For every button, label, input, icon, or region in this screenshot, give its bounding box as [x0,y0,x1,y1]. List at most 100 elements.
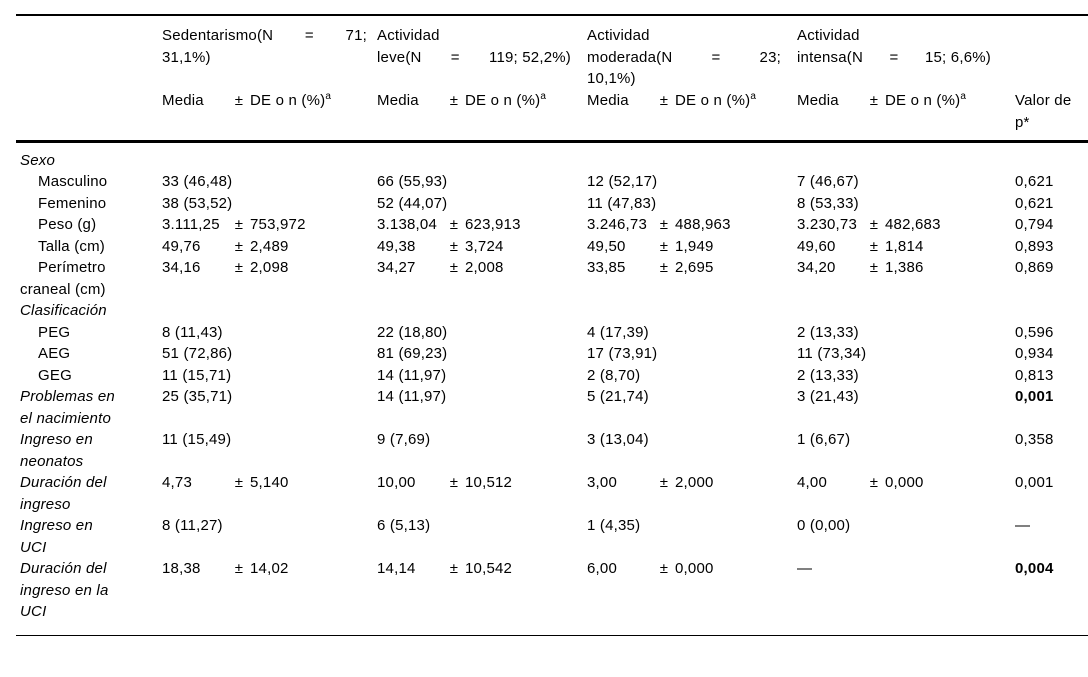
mean-value: 6,00 [587,560,617,577]
mean-value: 14,14 [377,560,416,577]
measure-sd-text: DE o n (%) [465,92,541,109]
header-line: 10,1%) [587,70,636,87]
row-label-text: Masculino [38,173,108,190]
value-cell: 38 (53,52) [162,194,233,212]
p-header-line: Valor de [1015,92,1072,109]
value-cell: 2 (13,33) [797,323,859,341]
plus-minus: ± [449,92,459,109]
sd-value: 0,000 [885,474,924,491]
value-cell: 4,73 ±5,140 [162,472,377,494]
p-value: 0,621 [1015,194,1054,212]
column-header-actividad-leve: Actividad leve(N = 119; 52,2%) [377,25,587,68]
header-line: leve(N = 119; 52,2%) [377,47,571,69]
column-header-actividad-moderada: Actividad moderada(N = 23; 10,1%) [587,25,797,90]
table-bottom-rule [16,634,1088,636]
measure-mean-label: Media [377,92,419,109]
value-cell: 49,50 ±1,949 [587,236,797,258]
row-label: Femenino [16,193,162,215]
table-row: Ingreso en neonatos 11 (15,49) 9 (7,69) 3 (… [16,429,1088,472]
value-cell: 4 (17,39) [587,323,649,341]
value-cell: 11 (15,71) [162,366,232,384]
section-row: Sexo [16,150,1088,172]
row-label-text: Duración del ingreso en la UCI [20,560,109,620]
sd-value: 0,000 [675,560,714,577]
p-value: 0,869 [1015,259,1054,276]
row-label: PEG [16,322,162,344]
mean-value: 34,20 [797,259,836,276]
value-cell: 2 (8,70) [587,366,641,384]
table-row: Problemas en el nacimiento 25 (35,71) 14 (… [16,386,1088,429]
plus-minus: ± [659,259,669,276]
table-row: Ingreso en UCI 8 (11,27) 6 (5,13) 1 (4,35) 0… [16,515,1088,558]
value-cell: 34,20 ±1,386 [797,257,1015,279]
table-row: Masculino 33 (46,48) 66 (55,93) 12 (52,17) 7… [16,171,1088,193]
sd-value: 753,972 [250,216,306,233]
header-token: = [889,48,899,66]
sd-value: 10,542 [465,560,513,577]
value-cell: 4,00 ±0,000 [797,472,1015,494]
footnote-marker: a [325,91,331,102]
row-label-text: Talla (cm) [38,237,106,255]
plus-minus: ± [659,216,669,233]
value-cell: 66 (55,93) [377,173,448,190]
table-top-rule [16,14,1088,16]
value-cell: 6,00 ±0,000 [587,558,797,580]
sd-value: 1,386 [885,259,924,276]
value-cell: 3.111,25 ±753,972 [162,214,377,236]
table-row: AEG 51 (72,86) 81 (69,23) 17 (73,91) 11 (73,… [16,343,1088,365]
row-label: Problemas en el nacimiento [16,386,162,429]
p-value: 0,358 [1015,431,1054,448]
value-cell: 6 (5,13) [377,517,431,534]
row-label: Talla (cm) [16,236,162,258]
row-label: Masculino [16,171,162,193]
table-row: PEG 8 (11,43) 22 (18,80) 4 (17,39) 2 (13,33)… [16,322,1088,344]
value-cell: 8 (11,27) [162,517,223,534]
sd-value: 2,489 [250,237,289,255]
measure-header-row: Media ± DE o n (%)a Media ± DE o n (%)a … [16,90,1088,134]
measure-sd-label: DE o n (%)a [250,90,331,112]
row-label: Ingreso en neonatos [16,429,162,472]
plus-minus: ± [869,474,879,491]
plus-minus: ± [659,92,669,109]
header-token: leve(N [377,48,422,66]
row-label-text: Peso (g) [38,216,97,233]
mean-value: 10,00 [377,474,416,491]
mean-value: 34,27 [377,259,416,276]
sd-value: 10,512 [465,474,513,491]
column-header-sedentarismo: Sedentarismo(N = 71; 31,1%) [162,25,377,68]
mean-value: 49,76 [162,237,201,255]
value-cell: 3,00 ±2,000 [587,472,797,494]
p-value: 0,934 [1015,345,1054,362]
row-label-text: Duración del ingreso [20,474,107,513]
header-token: intensa(N [797,48,863,66]
measure-sd-text: DE o n (%) [885,92,961,109]
plus-minus: ± [234,237,244,255]
table-row: Talla (cm) 49,76 ±2,489 49,38 ±3,724 49,50 ±1,… [16,236,1088,258]
sd-value: 1,814 [885,237,924,255]
group-header-row: Sedentarismo(N = 71; 31,1%) Actividad le… [16,25,1088,90]
plus-minus: ± [659,560,669,577]
row-label: Perímetro craneal (cm) [16,257,162,300]
section-label: Sexo [16,150,162,172]
value-cell: 14 (11,97) [377,366,447,384]
value-cell: 81 (69,23) [377,345,448,362]
p-value: 0,893 [1015,237,1054,255]
plus-minus: ± [234,216,244,233]
measure-mean-label: Media [797,92,839,109]
footnote-marker: a [750,91,756,102]
plus-minus: ± [449,259,459,276]
value-cell: 33 (46,48) [162,173,233,190]
mean-value: 18,38 [162,560,201,577]
header-token: 15; 6,6%) [924,48,991,66]
plus-minus: ± [869,92,879,109]
row-label-text: Ingreso en UCI [20,517,93,556]
footnote-marker: a [960,91,966,102]
measure-sd-label: DE o n (%)a [465,90,546,112]
value-cell: 5 (21,74) [587,388,649,405]
value-cell: 52 (44,07) [377,194,448,212]
value-cell: 34,16 ±2,098 [162,257,377,279]
mean-value: 3.230,73 [797,216,857,233]
table-header-rule [16,140,1088,143]
sd-value: 623,913 [465,216,521,233]
table-row: Duración del ingreso en la UCI 18,38 ±14,0… [16,558,1088,623]
